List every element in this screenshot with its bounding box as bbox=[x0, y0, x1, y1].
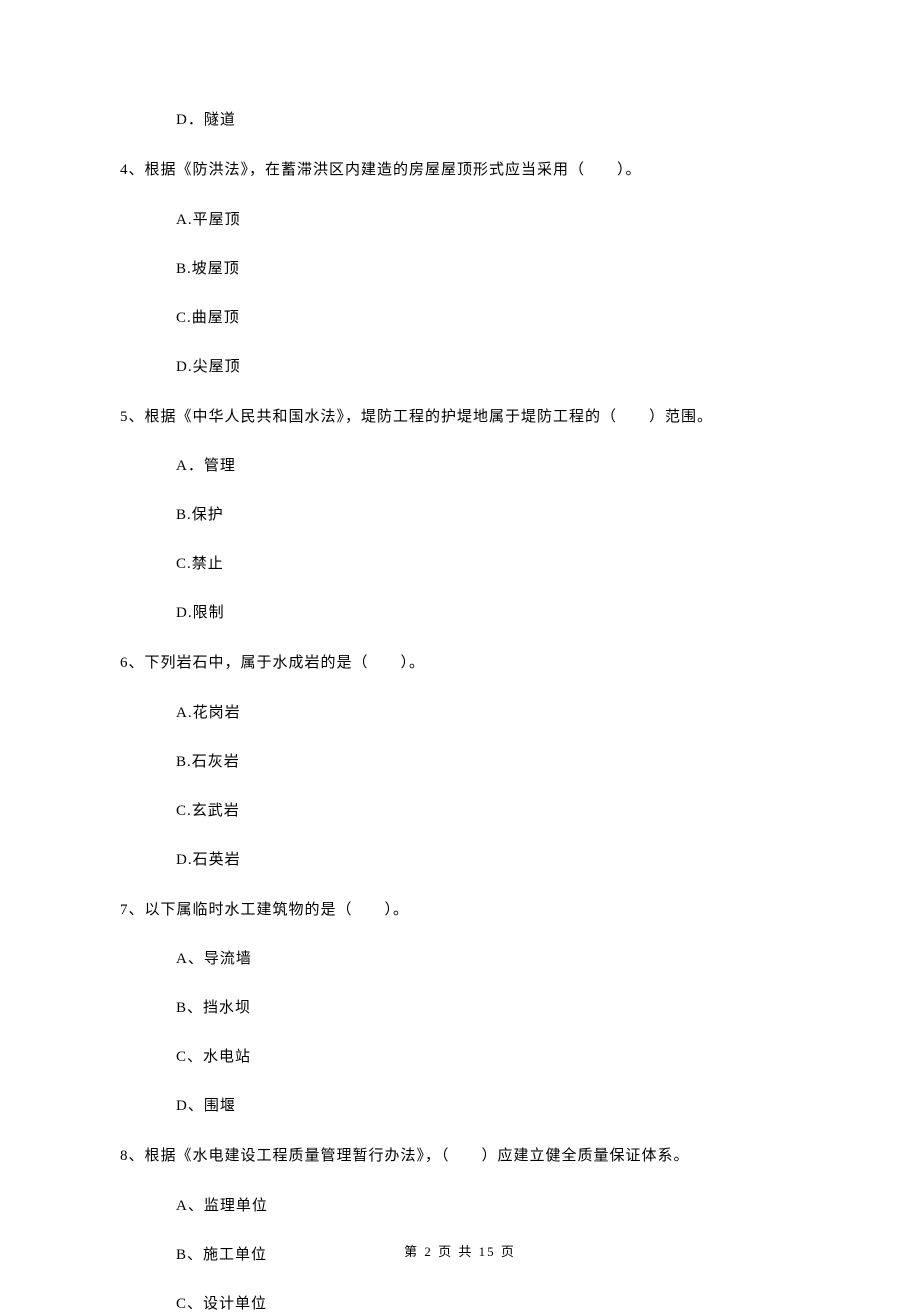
question-option: A、导流墙 bbox=[176, 949, 800, 970]
page-footer: 第 2 页 共 15 页 bbox=[0, 1241, 920, 1260]
question-option: C.曲屋顶 bbox=[176, 308, 800, 329]
orphan-option: D．隧道 bbox=[176, 110, 800, 131]
question-option: B.石灰岩 bbox=[176, 752, 800, 773]
question-option: A.花岗岩 bbox=[176, 703, 800, 724]
question-option: C、水电站 bbox=[176, 1047, 800, 1068]
question-stem: 7、以下属临时水工建筑物的是（ ）。 bbox=[120, 899, 800, 922]
question-option: B.坡屋顶 bbox=[176, 259, 800, 280]
question-option: C.玄武岩 bbox=[176, 801, 800, 822]
question-option: B.保护 bbox=[176, 505, 800, 526]
question-option: D.尖屋顶 bbox=[176, 357, 800, 378]
question-stem: 8、根据《水电建设工程质量管理暂行办法》，（ ）应建立健全质量保证体系。 bbox=[120, 1145, 800, 1168]
question-option: A．管理 bbox=[176, 456, 800, 477]
page-body: D．隧道 4、根据《防洪法》，在蓄滞洪区内建造的房屋屋顶形式应当采用（ ）。 A… bbox=[0, 0, 920, 1315]
question-option: A、监理单位 bbox=[176, 1196, 800, 1217]
question-stem: 5、根据《中华人民共和国水法》，堤防工程的护堤地属于堤防工程的（ ）范围。 bbox=[120, 406, 800, 429]
question-option: A.平屋顶 bbox=[176, 210, 800, 231]
question-option: D、围堰 bbox=[176, 1096, 800, 1117]
question-option: D.限制 bbox=[176, 603, 800, 624]
question-stem: 4、根据《防洪法》，在蓄滞洪区内建造的房屋屋顶形式应当采用（ ）。 bbox=[120, 159, 800, 182]
question-option: B、挡水坝 bbox=[176, 998, 800, 1019]
question-option: C、设计单位 bbox=[176, 1294, 800, 1315]
question-option: C.禁止 bbox=[176, 554, 800, 575]
question-stem: 6、下列岩石中，属于水成岩的是（ ）。 bbox=[120, 652, 800, 675]
question-option: D.石英岩 bbox=[176, 850, 800, 871]
